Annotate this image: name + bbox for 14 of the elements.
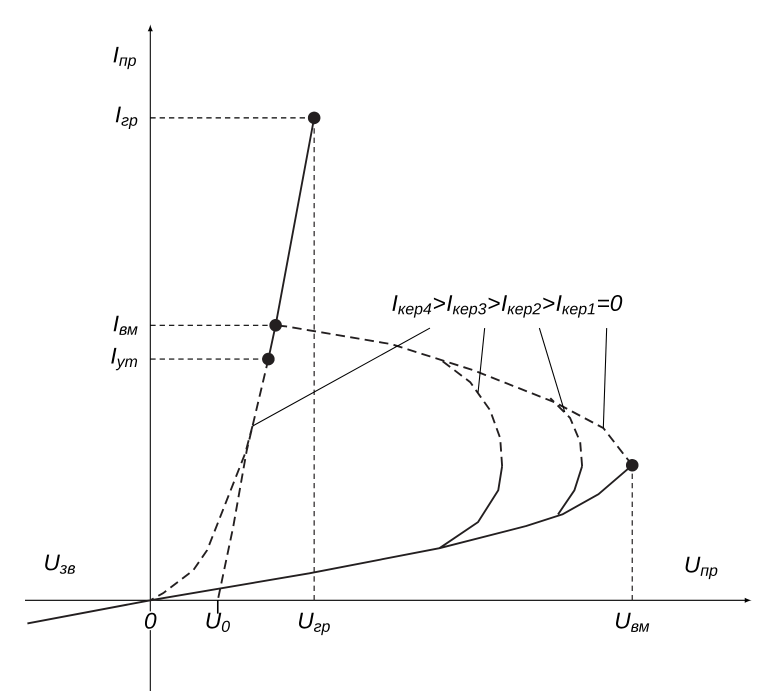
x-tick-label: 0 [144, 612, 156, 629]
annotation: I$_{кер1}$=0 [556, 294, 622, 318]
annotation: I$_{вм}$ [114, 316, 138, 335]
annotation: I$_{ут}$ [111, 348, 138, 370]
annotation: I$_{кер4}$> [392, 295, 445, 318]
y-axis-title: I$_{пр}$ [114, 46, 136, 70]
x-tick-label: U$_{гр}$ [299, 612, 330, 636]
annotation: U$_{зв}$ [45, 554, 76, 574]
annotation: I$_{гр}$ [116, 106, 138, 130]
x-tick-label: U$_{вм}$ [616, 612, 650, 632]
x-tick-label: U$_{0}$ [206, 612, 230, 632]
annotation: I$_{кер2}$> [502, 295, 554, 318]
x-axis-title: U$_{пр}$ [686, 556, 718, 580]
annotation: I$_{кер3}$> [447, 295, 500, 318]
